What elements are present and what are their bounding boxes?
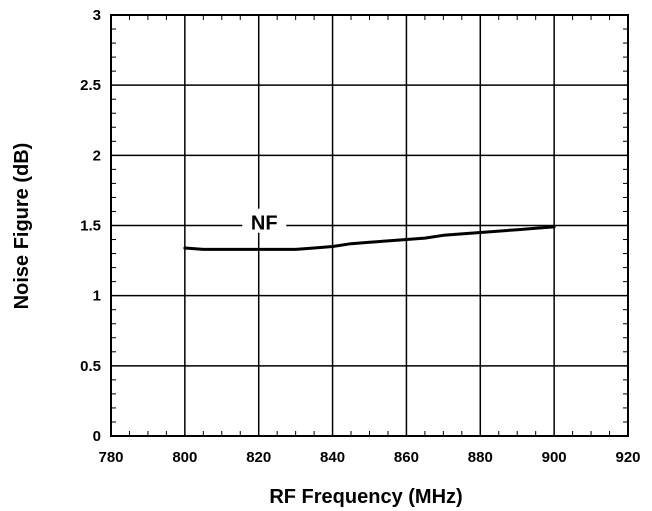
annotation-layer: NF — [242, 208, 287, 235]
x-axis-title: RF Frequency (MHz) — [269, 486, 462, 508]
y-tick-label: 1 — [93, 288, 101, 305]
y-tick-label: 1.5 — [80, 218, 101, 235]
series-label-background — [242, 208, 287, 233]
x-tick-label: 820 — [246, 449, 271, 466]
x-tick-label: 880 — [468, 449, 493, 466]
x-tick-label: 920 — [615, 449, 640, 466]
series-line-nf — [183, 225, 556, 251]
series-label-nf: NF — [251, 213, 278, 235]
y-tick-label: 0.5 — [80, 358, 101, 375]
y-tick-labels: 0 0.5 1 1.5 2 2.5 3 — [80, 7, 101, 445]
x-tick-labels: 780 800 820 840 860 880 900 920 — [98, 449, 640, 466]
x-tick-label: 780 — [98, 449, 123, 466]
y-axis-title: Noise Figure (dB) — [11, 143, 33, 310]
x-tick-label: 840 — [320, 449, 345, 466]
minor-ticks — [111, 15, 628, 436]
y-tick-label: 3 — [93, 7, 101, 24]
series-layer — [183, 225, 556, 251]
y-tick-label: 2.5 — [80, 77, 101, 94]
y-tick-label: 2 — [93, 147, 101, 164]
y-tick-label: 0 — [93, 428, 101, 445]
x-tick-label: 800 — [172, 449, 197, 466]
x-tick-label: 900 — [542, 449, 567, 466]
grid-lines — [111, 15, 628, 436]
x-tick-label: 860 — [394, 449, 419, 466]
